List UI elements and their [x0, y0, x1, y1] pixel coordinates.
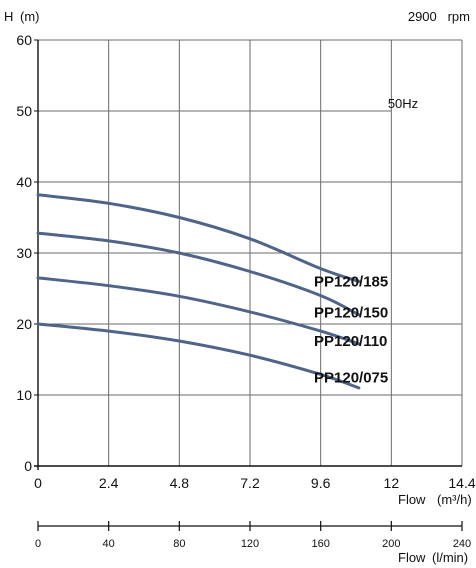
y-tick-label: 40 [16, 174, 32, 190]
curve-label: PP120/075 [314, 369, 388, 386]
secondary-x-tick-label: 0 [35, 538, 41, 550]
pump-curve-pp120-110 [36, 276, 361, 346]
curve-label: PP120/150 [314, 305, 388, 322]
secondary-x-tick-label: 80 [173, 538, 185, 550]
y-tick-label: 60 [16, 32, 32, 48]
x-axis-label: Flow [398, 492, 426, 507]
curve-label: PP120/110 [314, 333, 387, 350]
x-tick-label: 7.2 [240, 475, 260, 491]
y-tick-label: 50 [16, 103, 32, 119]
x-tick-label: 0 [34, 475, 42, 491]
secondary-x-tick-label: 40 [103, 538, 115, 550]
curve-label: PP120/185 [314, 273, 388, 290]
x-axis-unit: (m³/h) [437, 492, 472, 507]
pump-curve-pp120-075 [36, 322, 361, 390]
y-tick-label: 30 [16, 245, 32, 261]
pump-curve-pp120-185 [36, 193, 361, 283]
tick-labels: 0 10 20 30 40 50 60 0 2.4 4.8 7.2 9.6 12 14.4 0 40 80 120… [16, 32, 475, 550]
speed-label: 2900 rpm [408, 9, 470, 24]
y-tick-label: 0 [24, 458, 32, 474]
y-axis-unit: (m) [20, 9, 40, 24]
pump-curves: PP120/185 PP120/150 PP120/110 PP120/075 [36, 193, 388, 390]
x-tick-label: 2.4 [99, 475, 119, 491]
x-tick-label: 4.8 [170, 475, 190, 491]
secondary-x-axis-label: Flow [398, 550, 426, 565]
x-tick-label: 14.4 [448, 475, 475, 491]
y-tick-label: 10 [16, 387, 32, 403]
secondary-x-tick-label: 160 [311, 538, 329, 550]
x-tick-label: 12 [384, 475, 400, 491]
secondary-x-tick-label: 240 [453, 538, 471, 550]
y-tick-label: 20 [16, 316, 32, 332]
secondary-x-tick-label: 200 [382, 538, 400, 550]
grid [34, 39, 463, 470]
x-tick-label: 9.6 [311, 475, 331, 491]
secondary-x-tick-label: 120 [241, 538, 259, 550]
y-axis-label: H [4, 9, 13, 24]
secondary-x-axis-unit: (l/min) [432, 550, 468, 565]
pump-curve-pp120-150 [36, 231, 361, 317]
frequency-label: 50Hz [388, 96, 418, 111]
